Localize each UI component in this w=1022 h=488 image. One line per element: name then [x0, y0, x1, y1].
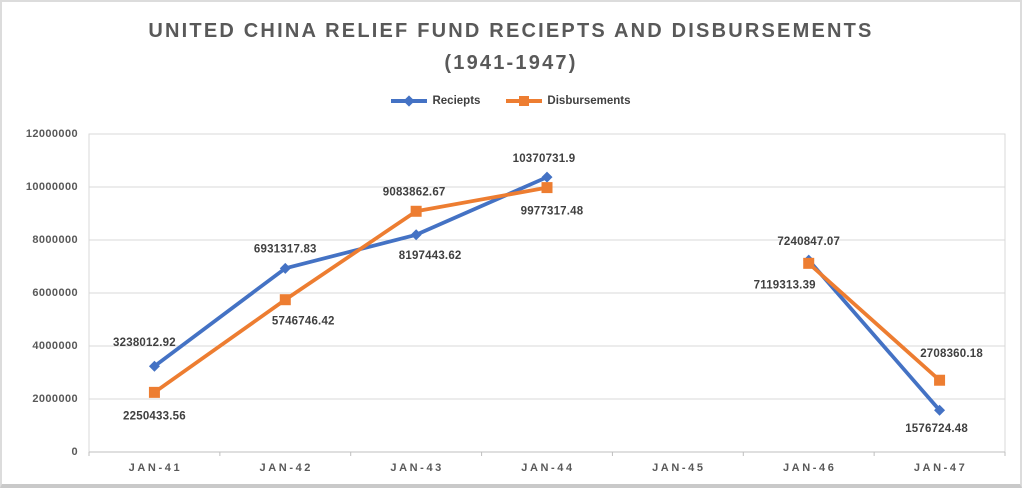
- reciepts-data-label: 8197443.62: [399, 250, 462, 262]
- reciepts-marker-diamond: [279, 262, 291, 274]
- x-axis-tick-label: JAN-44: [521, 462, 575, 474]
- y-axis-tick-label: 8000000: [32, 234, 78, 246]
- reciepts-marker-diamond: [934, 404, 946, 416]
- line-square-marker-icon: [506, 94, 543, 107]
- reciepts-marker-diamond: [541, 171, 553, 183]
- disbursements-marker-square: [279, 294, 291, 306]
- y-axis-tick-label: 10000000: [26, 181, 78, 193]
- disbursements-data-label: 9083862.67: [383, 186, 446, 198]
- x-axis-tick-label: JAN-41: [129, 462, 183, 474]
- disbursements-data-label: 5746746.42: [272, 316, 335, 328]
- x-axis-tick-label: JAN-45: [652, 462, 706, 474]
- disbursements-marker-square: [803, 257, 815, 269]
- legend-label: Reciepts: [432, 94, 481, 107]
- x-axis-tick-label: JAN-43: [390, 462, 444, 474]
- reciepts-data-label: 1576724.48: [905, 423, 968, 435]
- reciepts-data-label: 3238012.92: [113, 337, 176, 349]
- x-axis-tick-label: JAN-46: [783, 462, 837, 474]
- disbursements-line: [806, 261, 942, 383]
- legend-item-disbursements: Disbursements: [506, 94, 631, 107]
- reciepts-line: [152, 175, 549, 369]
- disbursements-data-label: 2250433.56: [123, 410, 186, 422]
- y-axis-tick-label: 4000000: [32, 340, 78, 352]
- reciepts-data-label: 10370731.9: [513, 153, 576, 165]
- disbursements-line: [152, 185, 549, 395]
- x-axis-tick-label: JAN-47: [914, 462, 968, 474]
- disbursements-marker-square: [541, 182, 553, 194]
- legend-item-reciepts: Reciepts: [391, 94, 480, 107]
- disbursements-data-label: 7119313.39: [754, 279, 816, 291]
- legend-label: Disbursements: [547, 94, 631, 107]
- disbursements-marker-square: [410, 205, 422, 217]
- reciepts-data-label: 6931317.83: [254, 243, 317, 255]
- disbursements-data-label: 2708360.18: [920, 348, 983, 360]
- reciepts-marker-diamond: [410, 229, 422, 241]
- x-axis-tick-label: JAN-42: [260, 462, 314, 474]
- y-axis-tick-label: 12000000: [26, 128, 78, 140]
- legend: Reciepts Disbursements: [2, 94, 1020, 107]
- y-axis-tick-label: 2000000: [32, 393, 78, 405]
- disbursements-marker-square: [934, 374, 946, 386]
- chart-title: UNITED CHINA RELIEF FUND RECIEPTS AND DI…: [148, 20, 874, 42]
- reciepts-marker-diamond: [148, 360, 160, 372]
- line-diamond-marker-icon: [391, 94, 428, 107]
- y-axis-tick-label: 0: [71, 446, 78, 458]
- y-axis-tick-label: 6000000: [32, 287, 78, 299]
- disbursements-data-label: 9977317.48: [521, 206, 584, 218]
- disbursements-marker-square: [148, 386, 160, 398]
- reciepts-data-label: 7240847.07: [777, 236, 840, 248]
- chart-subtitle: (1941-1947): [444, 52, 578, 74]
